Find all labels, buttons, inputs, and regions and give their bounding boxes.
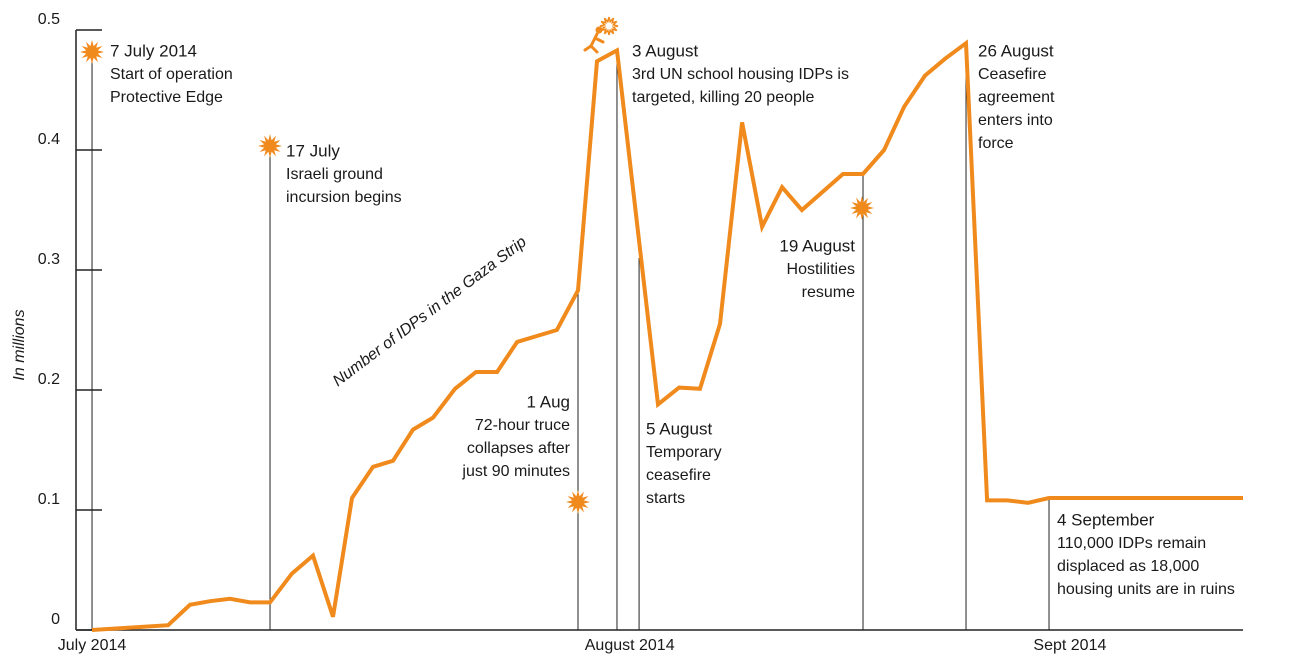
event-date: 17 July (286, 141, 340, 160)
y-tick-label: 0.3 (38, 251, 60, 268)
y-tick-label: 0.2 (38, 371, 60, 388)
event-date: 4 September (1057, 510, 1155, 529)
event-icon (599, 16, 619, 36)
event-text: just 90 minutes (461, 463, 570, 480)
event-date: 5 August (646, 419, 712, 438)
event-icon (850, 196, 874, 220)
event-text: Israeli ground (286, 166, 383, 183)
event-text: enters into (978, 112, 1053, 129)
event-text: 110,000 IDPs remain (1057, 535, 1206, 552)
event-date: 7 July 2014 (110, 41, 197, 60)
event-text: housing units are in ruins (1057, 581, 1235, 598)
event-text: ceasefire (646, 467, 711, 484)
event-date: 3 August (632, 41, 698, 60)
event-text: Start of operation (110, 66, 233, 83)
event-icon (566, 490, 590, 514)
x-tick-label: July 2014 (58, 637, 127, 654)
y-axis-label: In millions (11, 309, 28, 380)
y-tick-label: 0.1 (38, 491, 60, 508)
y-tick-label: 0 (51, 611, 60, 628)
event-text: incursion begins (286, 189, 402, 206)
event-text: force (978, 135, 1014, 152)
event-text: Ceasefire (978, 66, 1047, 83)
event-icon (595, 26, 603, 34)
event-text: resume (802, 284, 855, 301)
event-text: targeted, killing 20 people (632, 89, 814, 106)
y-tick-label: 0.4 (38, 131, 60, 148)
event-text: displaced as 18,000 (1057, 558, 1199, 575)
event-text: agreement (978, 89, 1055, 106)
event-date: 1 Aug (527, 392, 571, 411)
event-text: collapses after (467, 440, 571, 457)
event-icon (80, 40, 104, 64)
data-line (91, 39, 1243, 632)
event-icon (583, 32, 605, 54)
event-text: Hostilities (787, 261, 855, 278)
x-tick-label: Sept 2014 (1033, 637, 1106, 654)
event-text: Temporary (646, 444, 722, 461)
x-tick-label: August 2014 (585, 637, 675, 654)
event-text: starts (646, 490, 685, 507)
event-text: Protective Edge (110, 89, 223, 106)
y-tick-label: 0.5 (38, 11, 60, 28)
event-date: 19 August (779, 236, 855, 255)
event-date: 26 August (978, 41, 1054, 60)
event-text: 72-hour truce (475, 417, 570, 434)
event-text: 3rd UN school housing IDPs is (632, 66, 849, 83)
event-icon (258, 134, 282, 158)
